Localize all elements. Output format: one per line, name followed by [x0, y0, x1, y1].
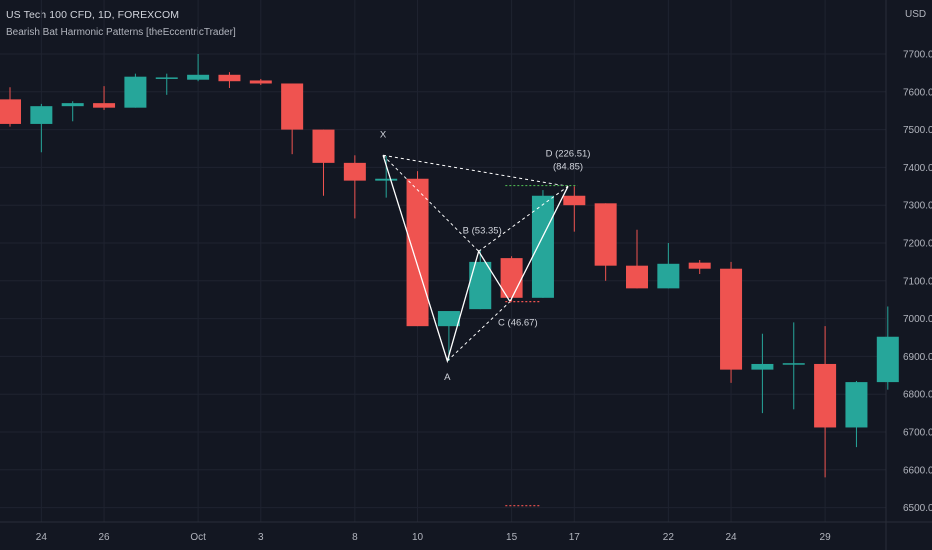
date-tick-label: 29: [820, 532, 832, 543]
date-tick-label: 26: [98, 532, 110, 543]
candle-body: [312, 129, 335, 163]
candles: [0, 54, 899, 478]
candle-body: [0, 99, 21, 124]
date-tick-label: 24: [725, 532, 737, 543]
candle-body: [187, 74, 210, 80]
candle: [249, 78, 272, 85]
candle: [0, 87, 21, 127]
price-tick-label: 7400.0: [903, 163, 932, 174]
pattern-point-label: C (46.67): [498, 318, 538, 329]
price-tick-label: 6900.0: [903, 352, 932, 363]
candle-body: [626, 265, 648, 289]
price-tick-label: 7200.0: [903, 239, 932, 250]
price-tick-label: 7500.0: [903, 125, 932, 136]
pattern-point-label: (84.85): [553, 161, 583, 172]
candle-body: [124, 76, 147, 108]
date-tick-label: 10: [412, 532, 424, 543]
candle-body: [782, 363, 805, 365]
candle: [563, 186, 586, 232]
candle-body: [751, 363, 774, 370]
candle: [61, 101, 84, 122]
candle-body: [406, 178, 429, 327]
candle: [343, 155, 366, 219]
candle: [469, 250, 492, 310]
pattern-point-label: B (53.35): [463, 225, 502, 236]
candle-body: [281, 83, 304, 130]
candle: [531, 190, 554, 298]
candle: [782, 322, 805, 410]
candle: [626, 229, 648, 289]
pattern-ratio-line: [478, 185, 569, 252]
candle: [720, 261, 743, 383]
date-tick-label: 22: [663, 532, 675, 543]
candle-body: [30, 106, 53, 124]
indicator-name: Bearish Bat Harmonic Patterns [theEccent…: [6, 27, 236, 38]
pattern-ratio-line: [382, 154, 569, 187]
candle: [375, 156, 398, 198]
date-tick-label: Oct: [190, 532, 206, 543]
candle-body: [375, 178, 398, 181]
pattern-ratio-line: [382, 154, 480, 252]
price-tick-label: 6800.0: [903, 390, 932, 401]
candle: [30, 103, 53, 153]
candle-body: [61, 103, 84, 107]
candle-body: [657, 263, 680, 289]
harmonic-pattern: X A B (53.35) C (46.67) D (226.51) (84.85): [380, 129, 591, 507]
candle-body: [93, 103, 116, 108]
price-tick-label: 7300.0: [903, 201, 932, 212]
candle: [124, 73, 147, 108]
price-tick-label: 7700.0: [903, 50, 932, 61]
candle-body: [155, 77, 178, 79]
price-tick-label: 6500.0: [903, 503, 932, 514]
candle-body: [814, 363, 837, 428]
candle: [218, 72, 241, 89]
candle-body: [876, 336, 899, 383]
candle-body: [437, 311, 460, 327]
candle: [751, 333, 774, 414]
candle: [406, 171, 429, 327]
candle-body: [720, 268, 743, 370]
candle-body: [218, 74, 241, 82]
candle-body: [469, 261, 492, 310]
price-tick-label: 7000.0: [903, 314, 932, 325]
candle-body: [343, 162, 366, 181]
candle: [155, 73, 178, 95]
price-tick-label: 7100.0: [903, 276, 932, 287]
candle-body: [249, 80, 272, 84]
candle-body: [845, 382, 868, 428]
date-tick-label: 24: [36, 532, 48, 543]
date-tick-label: 17: [569, 532, 581, 543]
candle: [594, 203, 617, 281]
pattern-point-label: X: [380, 129, 387, 140]
candle-body: [594, 203, 617, 266]
pattern-point-label: D (226.51): [546, 148, 591, 159]
pattern-point-label: A: [444, 372, 451, 383]
candle: [657, 243, 680, 289]
price-tick-label: 6600.0: [903, 465, 932, 476]
candle-body: [563, 195, 586, 206]
price-tick-label: 7600.0: [903, 87, 932, 98]
candle: [187, 54, 210, 82]
candle: [814, 326, 837, 478]
candle: [500, 256, 523, 302]
pattern-ratio-line: [446, 301, 511, 362]
candle: [876, 306, 899, 390]
candle-body: [688, 262, 711, 269]
date-tick-label: 8: [352, 532, 358, 543]
currency-label: USD: [905, 9, 927, 20]
candle: [312, 129, 335, 196]
candle-body: [531, 195, 554, 298]
candle: [281, 83, 304, 155]
date-tick-label: 3: [258, 532, 264, 543]
symbol-title: US Tech 100 CFD, 1D, FOREXCOM: [6, 9, 180, 21]
candle: [93, 86, 116, 110]
price-tick-label: 6700.0: [903, 428, 932, 439]
candle: [688, 260, 711, 274]
candle: [845, 380, 868, 448]
date-tick-label: 15: [506, 532, 518, 543]
